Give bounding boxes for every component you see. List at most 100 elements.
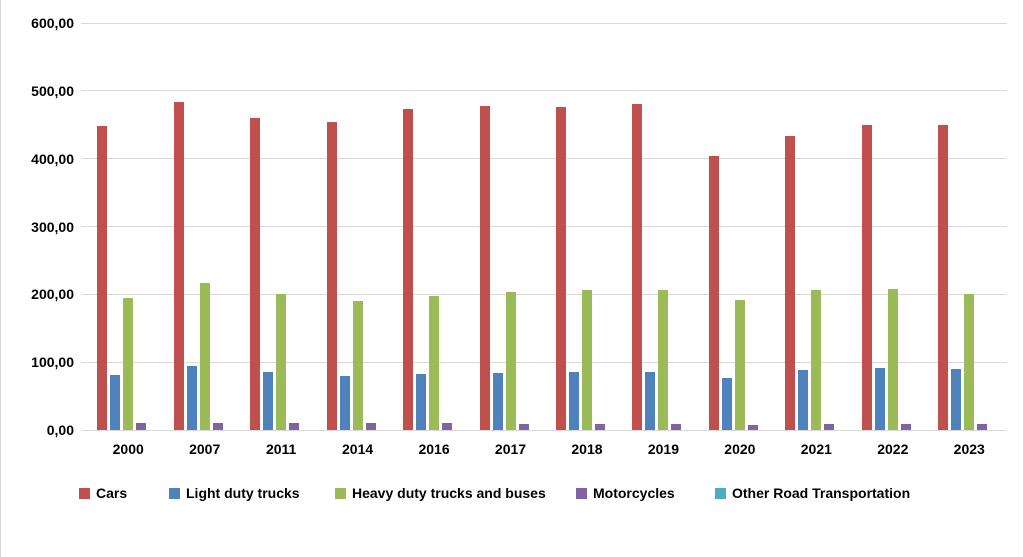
bar-heavy-duty-trucks-and-buses (199, 283, 210, 430)
y-gridline (81, 22, 1007, 24)
bar-cars (97, 126, 108, 430)
bar-group-2016 (396, 23, 472, 430)
bar-light-duty-trucks (263, 371, 274, 430)
bar-group-2023 (931, 23, 1007, 430)
y-gridline (81, 90, 1007, 92)
x-tick-label: 2022 (877, 441, 909, 457)
bar-group-2014 (319, 23, 395, 430)
bar-heavy-duty-trucks-and-buses (352, 301, 363, 430)
bar-heavy-duty-trucks-and-buses (123, 297, 134, 430)
bar-motorcycles (365, 423, 376, 430)
bar-heavy-duty-trucks-and-buses (581, 290, 592, 430)
x-tick-label: 2007 (189, 441, 221, 457)
legend-label: Light duty trucks (186, 485, 300, 501)
bar-heavy-duty-trucks-and-buses (276, 293, 287, 430)
bar-cars (708, 155, 719, 430)
bar-group-2019 (625, 23, 701, 430)
bar-cars (785, 135, 796, 430)
bar-motorcycles (518, 423, 529, 430)
bar-heavy-duty-trucks-and-buses (811, 290, 822, 430)
plot-area (81, 22, 1007, 431)
legend-label: Heavy duty trucks and buses (352, 485, 546, 501)
y-tick-label: 200,00 (31, 286, 74, 303)
bar-cars (555, 107, 566, 430)
legend-swatch-icon (576, 487, 587, 499)
x-tick-label: 2017 (494, 441, 527, 457)
bar-motorcycles (747, 424, 758, 430)
bar-motorcycles (824, 423, 835, 430)
x-tick-label: 2023 (953, 441, 985, 457)
bar-cars (632, 103, 643, 430)
bar-motorcycles (977, 423, 988, 430)
legend-label: Other Road Transportation (732, 485, 911, 501)
legend-item-motorcycles: Motorcycles (576, 485, 675, 501)
bar-motorcycles (289, 423, 300, 430)
y-gridline (81, 361, 1007, 363)
legend-swatch-icon (169, 487, 180, 499)
x-tick-label: 2011 (265, 441, 297, 457)
bar-motorcycles (594, 423, 605, 430)
bar-motorcycles (671, 423, 682, 430)
x-tick-label: 2021 (800, 441, 832, 457)
bar-group-2017 (472, 23, 548, 430)
bar-light-duty-trucks (492, 373, 503, 430)
legend-item-light-duty-trucks: Light duty trucks (169, 485, 300, 501)
bar-cars (173, 102, 184, 430)
bar-heavy-duty-trucks-and-buses (734, 299, 745, 430)
y-tick-label: 300,00 (31, 218, 74, 235)
legend-item-heavy-duty-trucks-and-buses: Heavy duty trucks and buses (335, 485, 546, 501)
x-tick-label: 2016 (418, 441, 450, 457)
bar-cars (250, 117, 261, 430)
bar-heavy-duty-trucks-and-buses (505, 291, 516, 430)
x-tick-label: 2018 (571, 441, 603, 457)
legend-label: Motorcycles (593, 485, 675, 501)
bar-group-2021 (778, 23, 854, 430)
bar-light-duty-trucks (186, 365, 197, 430)
y-gridline (81, 429, 1007, 431)
legend-label: Cars (96, 485, 128, 501)
bar-cars (861, 125, 872, 430)
bar-light-duty-trucks (645, 371, 656, 430)
bar-motorcycles (136, 423, 147, 430)
bar-light-duty-trucks (951, 368, 962, 430)
bar-motorcycles (900, 423, 911, 430)
bar-heavy-duty-trucks-and-buses (887, 288, 898, 430)
y-gridline (81, 158, 1007, 160)
bar-cars (403, 109, 414, 430)
bar-group-2020 (702, 23, 778, 430)
bar-light-duty-trucks (416, 374, 427, 430)
bar-light-duty-trucks (110, 375, 121, 430)
bar-light-duty-trucks (721, 377, 732, 430)
x-tick-label: 2020 (724, 441, 756, 457)
legend-swatch-icon (335, 487, 346, 499)
y-tick-label: 600,00 (31, 15, 74, 31)
bar-group-2022 (855, 23, 931, 430)
bar-light-duty-trucks (874, 368, 885, 430)
x-tick-label: 2019 (647, 441, 679, 457)
legend: Cars Light duty trucks Heavy duty trucks a… (1, 485, 1023, 507)
bar-group-2011 (243, 23, 319, 430)
bar-heavy-duty-trucks-and-buses (658, 290, 669, 430)
y-gridline (81, 226, 1007, 227)
y-tick-label: 0,00 (46, 422, 74, 438)
legend-swatch-icon (715, 487, 726, 499)
y-tick-label: 400,00 (31, 150, 74, 167)
bar-motorcycles (212, 423, 223, 430)
bar-group-2018 (549, 23, 625, 430)
bar-heavy-duty-trucks-and-buses (964, 294, 975, 430)
bar-cars (326, 122, 337, 430)
y-tick-label: 500,00 (31, 82, 74, 99)
bar-motorcycles (442, 423, 453, 430)
bar-light-duty-trucks (339, 376, 350, 430)
legend-swatch-icon (79, 487, 90, 499)
bar-group-2000 (90, 23, 166, 430)
y-tick-label: 100,00 (31, 354, 74, 371)
bar-light-duty-trucks (568, 372, 579, 430)
y-gridline (81, 293, 1007, 295)
bar-light-duty-trucks (798, 369, 809, 430)
bar-heavy-duty-trucks-and-buses (429, 295, 440, 430)
x-tick-label: 2014 (342, 441, 374, 457)
x-tick-label: 2000 (112, 441, 144, 457)
bar-cars (479, 105, 490, 430)
